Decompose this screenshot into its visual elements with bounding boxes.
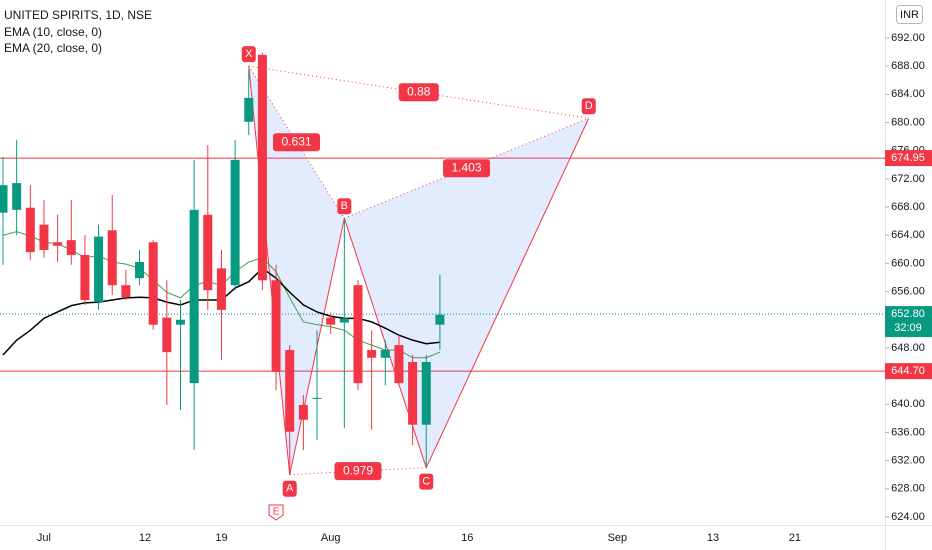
- candle-body: [353, 285, 363, 384]
- point-box: [419, 473, 434, 490]
- candle-body: [175, 319, 186, 325]
- candle-body: [312, 397, 322, 399]
- x-tick-label: 12: [139, 532, 151, 544]
- ratio-box: [273, 133, 321, 152]
- ratio-label: 1.403: [452, 160, 482, 174]
- event-marker[interactable]: [268, 504, 284, 521]
- x-tick-label: 13: [707, 532, 719, 544]
- point-box: [282, 480, 297, 497]
- level-price-box: [885, 363, 932, 380]
- candle-body: [66, 240, 76, 255]
- point-box: [581, 98, 596, 115]
- level-price-label: 644.70: [891, 365, 925, 377]
- x-tick-label: 21: [789, 532, 801, 544]
- last-price-label: 652.80: [891, 308, 925, 320]
- candle-body: [0, 185, 8, 213]
- candle-body: [380, 350, 390, 358]
- candle-body: [107, 230, 117, 286]
- point-label: A: [286, 483, 294, 495]
- event-label[interactable]: E: [273, 507, 280, 518]
- x-tick-label: 19: [215, 532, 227, 544]
- ratio-box: [398, 83, 439, 102]
- candle-body: [148, 242, 158, 325]
- candle-body: [94, 236, 104, 303]
- pattern-leg: [248, 66, 291, 475]
- y-tick-label: 668.00: [891, 201, 925, 213]
- y-tick-label: 660.00: [891, 257, 925, 269]
- candle-body: [408, 361, 418, 425]
- pattern-leg: [425, 118, 590, 468]
- candle-body: [12, 183, 22, 210]
- y-tick-label: 628.00: [891, 483, 925, 495]
- candle-body: [230, 159, 240, 286]
- symbol-title: UNITED SPIRITS, 1D, NSE: [4, 8, 152, 22]
- candle-body: [189, 209, 199, 384]
- ratio-label: 0.631: [282, 134, 312, 148]
- y-tick-label: 636.00: [891, 426, 925, 438]
- last-price-box: [885, 306, 932, 338]
- candle-body: [216, 268, 226, 310]
- plot-area: Jul 12 19 Aug 16 Sep 13 21 0.88 0.631 1.403 0.979 X A…: [0, 46, 885, 544]
- currency-box[interactable]: [896, 5, 923, 24]
- y-tick-label: 672.00: [891, 173, 925, 185]
- countdown-label: 32:09: [894, 322, 922, 334]
- candle-body: [326, 317, 336, 325]
- candle-body: [121, 285, 131, 298]
- candle-body: [25, 207, 35, 253]
- candle-body: [203, 214, 213, 291]
- candle-body: [367, 350, 377, 358]
- y-tick-label: 680.00: [891, 116, 925, 128]
- point-label: X: [245, 48, 253, 60]
- y-tick-label: 640.00: [891, 398, 925, 410]
- candle-body: [135, 261, 145, 279]
- pattern-fill: [248, 66, 345, 475]
- x-tick-label: Aug: [321, 532, 341, 544]
- x-tick-label: Sep: [608, 532, 628, 544]
- x-tick-label: Jul: [37, 532, 51, 544]
- candle-body: [39, 224, 49, 250]
- candle-body: [162, 317, 172, 353]
- point-label: D: [585, 100, 593, 112]
- overlay: UNITED SPIRITS, 1D, NSE EMA (10, close, …: [4, 5, 923, 55]
- y-tick-label: 664.00: [891, 229, 925, 241]
- y-tick-label: 648.00: [891, 342, 925, 354]
- ema20-legend: EMA (20, close, 0): [4, 41, 102, 55]
- ema10-legend: EMA (10, close, 0): [4, 25, 102, 39]
- candle-body: [257, 54, 267, 281]
- ratio-label: 0.979: [343, 463, 373, 477]
- point-label: B: [341, 200, 348, 212]
- y-tick-label: 684.00: [891, 88, 925, 100]
- currency[interactable]: INR: [900, 9, 919, 21]
- ratio-label: 0.88: [407, 84, 431, 98]
- candle-body: [435, 314, 445, 325]
- ratio-box: [334, 462, 382, 481]
- point-box: [337, 198, 352, 215]
- candle-body: [53, 242, 63, 246]
- y-tick-label: 692.00: [891, 32, 925, 44]
- candle-body: [394, 345, 404, 384]
- point-box: [241, 46, 256, 63]
- candle-body: [339, 318, 349, 323]
- point-label: C: [422, 476, 430, 488]
- level-price-label: 674.95: [891, 152, 925, 164]
- candle-body: [80, 254, 90, 301]
- y-tick-label: 656.00: [891, 285, 925, 297]
- candle-body: [421, 361, 431, 425]
- candle-body: [244, 97, 254, 122]
- price-axis: 624.00628.00632.00636.00640.00644.00648.…: [885, 32, 932, 523]
- candle-body: [285, 350, 295, 432]
- y-tick-label: 624.00: [891, 511, 925, 523]
- ratio-box: [443, 159, 491, 178]
- candle-body: [298, 404, 308, 420]
- x-tick-label: 16: [461, 532, 473, 544]
- level-price-box: [885, 150, 932, 167]
- y-tick-label: 688.00: [891, 60, 925, 72]
- candle-body: [271, 280, 281, 372]
- y-tick-label: 632.00: [891, 455, 925, 467]
- pattern-fill: [344, 118, 589, 468]
